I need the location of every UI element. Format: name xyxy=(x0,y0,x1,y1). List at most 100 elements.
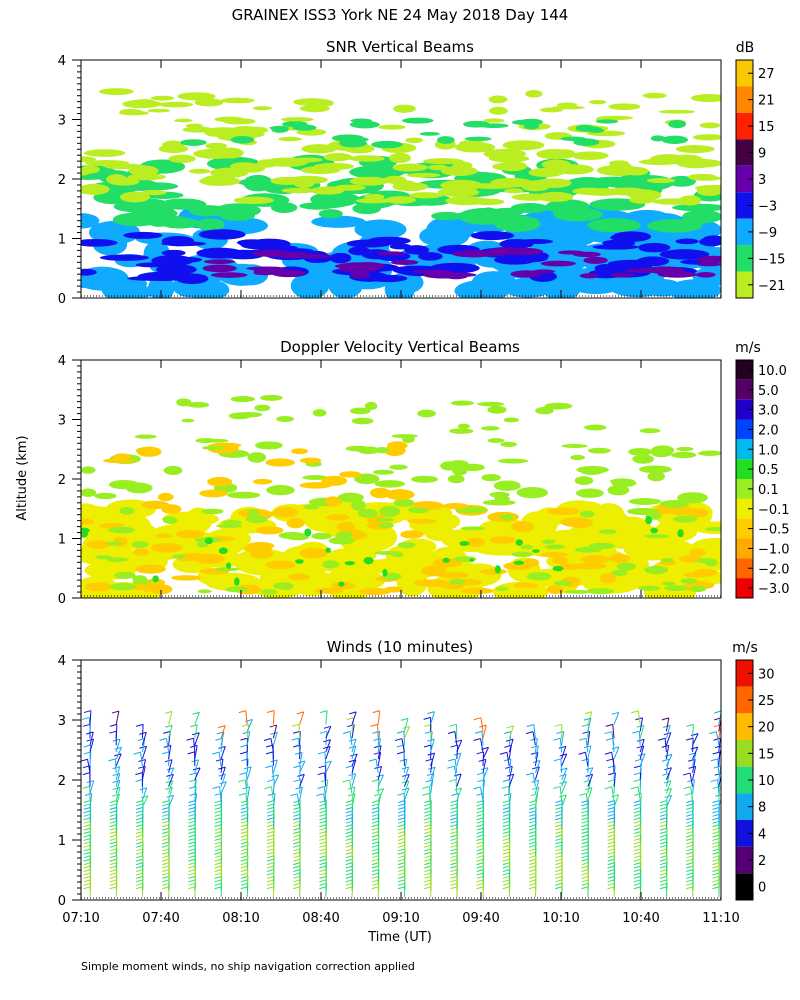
field-cell xyxy=(99,88,134,96)
doppler-colorbar-unit: m/s xyxy=(735,340,761,356)
field-cell xyxy=(135,262,166,268)
wind-barb xyxy=(478,758,487,773)
field-cell xyxy=(541,159,571,170)
field-cell xyxy=(174,118,193,123)
field-cell xyxy=(503,417,520,423)
field-cell xyxy=(389,464,408,470)
wind-barb xyxy=(86,738,95,753)
field-cell xyxy=(519,118,543,126)
wind-barb xyxy=(530,793,539,808)
field-cell xyxy=(675,145,715,154)
field-cell xyxy=(440,461,459,471)
field-cell xyxy=(492,162,520,171)
colorbar-swatch xyxy=(736,686,753,714)
field-cell xyxy=(451,250,495,258)
colorbar-swatch xyxy=(736,518,753,539)
wind-barb xyxy=(317,751,327,766)
field-cell xyxy=(384,196,417,204)
field-cell xyxy=(705,559,718,567)
wind-barb xyxy=(611,746,620,760)
field-cell xyxy=(119,507,135,515)
field-cell xyxy=(520,544,533,550)
wind-barb xyxy=(450,882,459,898)
field-cell xyxy=(157,492,174,502)
field-cell xyxy=(567,519,587,528)
field-cell xyxy=(388,152,411,163)
field-cell xyxy=(201,508,224,515)
field-cell xyxy=(144,578,166,587)
field-cell xyxy=(407,518,437,524)
wind-barb xyxy=(449,723,458,739)
field-cell xyxy=(636,256,670,267)
wind-barb xyxy=(320,779,329,794)
field-cell xyxy=(400,530,424,539)
wind-barb xyxy=(636,745,645,760)
field-cell xyxy=(133,99,155,104)
wind-barb xyxy=(422,786,432,801)
wind-barb xyxy=(342,730,353,746)
colorbar-label: −3.0 xyxy=(758,582,790,597)
footnote: Simple moment winds, no ship navigation … xyxy=(81,960,415,973)
field-cell xyxy=(86,540,110,549)
wind-barb xyxy=(317,786,327,801)
winds-axes: 07:10 07:40 08:10 08:40 09:10 09:40 10:10 10:40… xyxy=(58,654,740,926)
wind-barb xyxy=(165,780,174,794)
field-cell xyxy=(616,562,636,571)
wind-barb xyxy=(447,730,458,746)
field-cell xyxy=(203,259,235,265)
colorbar-label: −0.5 xyxy=(758,523,790,538)
colorbar-swatch xyxy=(736,360,753,380)
y-axis-label: Altitude (km) xyxy=(15,435,30,520)
field-cell xyxy=(523,558,540,568)
field-cell xyxy=(515,539,523,546)
field-cell xyxy=(324,496,342,507)
field-cell xyxy=(609,160,629,166)
wind-barb xyxy=(133,751,143,766)
wind-barb xyxy=(661,744,670,760)
colorbar-label: 0 xyxy=(758,881,766,896)
field-cell xyxy=(660,558,674,563)
colorbar-swatch xyxy=(736,139,753,166)
field-cell xyxy=(152,575,159,583)
field-cell xyxy=(338,581,345,587)
field-cell xyxy=(113,453,132,460)
wind-barb xyxy=(611,794,619,808)
wind-barb xyxy=(218,725,226,739)
wind-barb xyxy=(293,765,301,780)
field-cell xyxy=(501,247,544,256)
field-cell xyxy=(516,487,549,499)
field-cell xyxy=(299,457,322,464)
field-cell xyxy=(340,262,384,268)
field-cell xyxy=(489,106,508,115)
wind-barb xyxy=(376,774,384,787)
field-cell xyxy=(552,566,564,572)
field-cell xyxy=(106,541,123,546)
field-cell xyxy=(587,447,611,454)
field-cell xyxy=(193,148,237,159)
y-tick-label: 1 xyxy=(58,834,66,849)
field-cell xyxy=(351,499,366,511)
wind-barb xyxy=(164,724,173,739)
colorbar-swatch xyxy=(736,740,753,767)
field-cell xyxy=(393,498,415,507)
field-cell xyxy=(650,527,659,534)
field-cell xyxy=(610,234,635,242)
field-cell xyxy=(479,568,508,575)
field-cell xyxy=(392,182,429,192)
wind-barb xyxy=(319,730,328,746)
y-tick-label: 0 xyxy=(58,592,66,607)
colorbar-swatch xyxy=(736,218,753,246)
wind-barb xyxy=(424,882,432,898)
wind-barb xyxy=(683,786,694,801)
field-cell xyxy=(479,123,509,129)
field-cell xyxy=(141,500,170,510)
field-cell xyxy=(270,176,305,185)
field-cell xyxy=(345,445,370,452)
field-cell xyxy=(519,238,553,245)
field-cell xyxy=(293,254,334,259)
colorbar-swatch xyxy=(736,379,753,400)
field-cell xyxy=(288,573,310,581)
field-cell xyxy=(587,218,641,233)
field-cell xyxy=(367,236,411,245)
wind-barb xyxy=(109,730,117,746)
